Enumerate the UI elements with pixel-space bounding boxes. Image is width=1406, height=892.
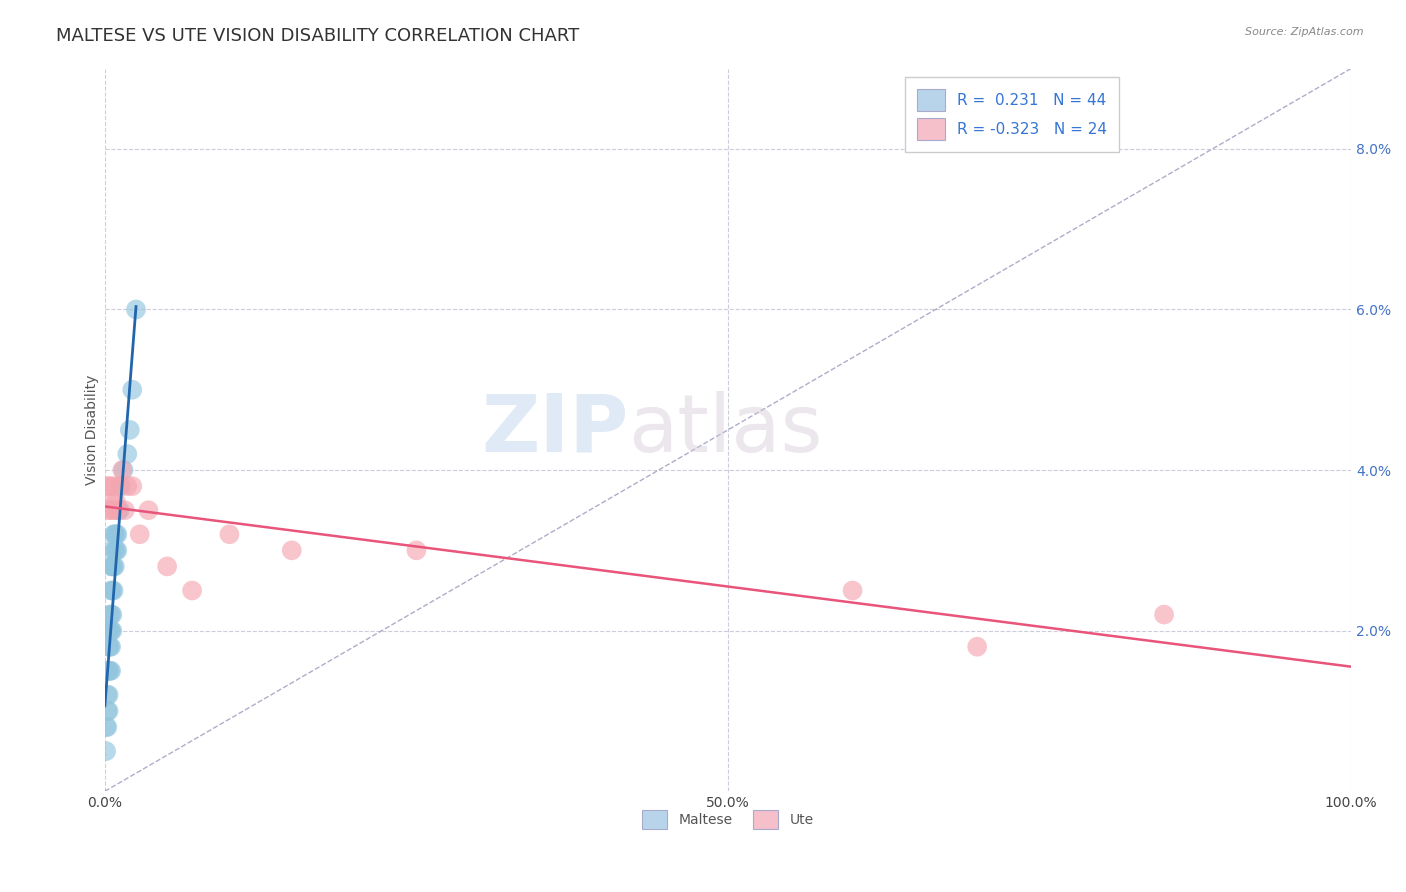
Point [97,503,120,517]
Point [105,495,128,509]
Point [101,543,124,558]
Point [96,704,118,718]
Point [101,583,124,598]
Point [405,543,427,558]
Point [97,664,120,678]
Point [101,495,124,509]
Text: atlas: atlas [628,391,823,469]
Point [94,744,117,758]
Point [125,302,148,317]
Point [105,503,128,517]
Point [104,503,127,517]
Point [841,583,863,598]
Point [281,543,304,558]
Point [112,463,135,477]
Point [218,527,240,541]
Point [97,640,120,654]
Point [121,383,143,397]
Point [111,463,134,477]
Text: MALTESE VS UTE VISION DISABILITY CORRELATION CHART: MALTESE VS UTE VISION DISABILITY CORRELA… [56,27,579,45]
Point [100,503,122,517]
Point [103,559,125,574]
Point [966,640,988,654]
Point [105,527,128,541]
Point [107,503,129,517]
Point [96,688,118,702]
Point [97,688,120,702]
Point [108,503,131,517]
Point [104,527,127,541]
Point [96,479,118,493]
Point [100,624,122,638]
Point [101,559,124,574]
Point [1153,607,1175,622]
Point [97,624,120,638]
Point [96,720,118,734]
Point [94,720,117,734]
Point [156,559,179,574]
Point [101,607,124,622]
Point [103,479,125,493]
Point [110,479,132,493]
Point [117,447,139,461]
Point [103,583,125,598]
Point [128,527,150,541]
Point [105,527,128,541]
Point [100,559,122,574]
Point [98,664,121,678]
Point [97,704,120,718]
Point [98,479,121,493]
Legend: Maltese, Ute: Maltese, Ute [637,805,820,835]
Point [101,624,124,638]
Point [181,583,204,598]
Point [121,479,143,493]
Y-axis label: Vision Disability: Vision Disability [86,375,100,485]
Text: Source: ZipAtlas.com: Source: ZipAtlas.com [1246,27,1364,37]
Point [103,527,125,541]
Point [105,543,128,558]
Point [100,640,122,654]
Point [100,664,122,678]
Point [117,479,139,493]
Point [96,664,118,678]
Point [100,583,122,598]
Text: ZIP: ZIP [481,391,628,469]
Point [98,624,121,638]
Point [98,607,121,622]
Point [104,559,127,574]
Point [114,503,136,517]
Point [98,640,121,654]
Point [105,543,128,558]
Point [118,423,141,437]
Point [100,607,122,622]
Point [104,543,127,558]
Point [138,503,160,517]
Point [108,479,131,493]
